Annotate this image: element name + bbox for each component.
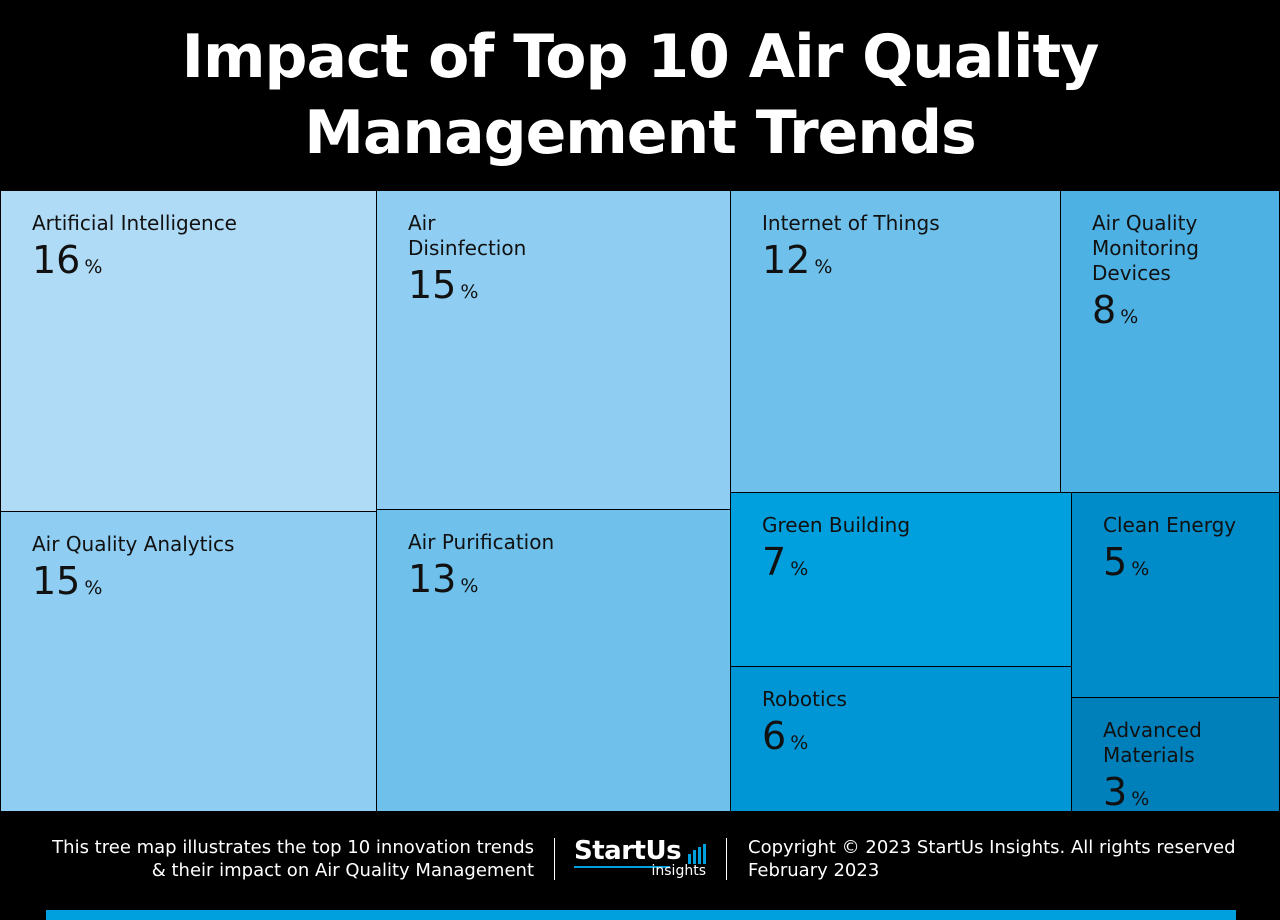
treemap-tile: Air Purification 13%: [376, 509, 731, 812]
tile-value-number: 6: [762, 714, 787, 758]
tile-value: 13%: [408, 557, 730, 608]
tile-value-number: 8: [1092, 288, 1117, 332]
title-line-2: Management Trends: [304, 98, 977, 168]
footer-divider-left: [554, 838, 555, 880]
tile-value-number: 16: [32, 238, 81, 282]
tile-value-number: 12: [762, 238, 811, 282]
tile-value: 16%: [32, 238, 376, 289]
logo-wordmark: StartUs: [574, 836, 682, 866]
treemap-tile: Air Disinfection 15%: [376, 190, 731, 510]
title-line-1: Impact of Top 10 Air Quality: [181, 22, 1100, 92]
tile-value: 8%: [1092, 288, 1279, 339]
tile-value-number: 13: [408, 557, 457, 601]
tile-label: Air Quality Monitoring Devices: [1092, 211, 1199, 285]
tile-value-unit: %: [1131, 558, 1150, 580]
tile-label: Internet of Things: [762, 211, 940, 235]
tile-value: 5%: [1103, 540, 1279, 591]
treemap-tile: Artificial Intelligence 16%: [0, 190, 377, 512]
tile-value-number: 7: [762, 540, 787, 584]
tile-value: 12%: [762, 238, 1060, 289]
tile-value-number: 15: [32, 559, 81, 603]
tile-label: Air Quality Analytics: [32, 532, 235, 556]
tile-value: 6%: [762, 714, 1071, 765]
treemap-tile: Advanced Materials 3%: [1071, 697, 1280, 812]
treemap-tile: Robotics 6%: [730, 666, 1072, 812]
publish-date: February 2023: [748, 860, 880, 881]
tile-value-number: 5: [1103, 540, 1128, 584]
tile-value-unit: %: [84, 256, 103, 278]
tile-label: Clean Energy: [1103, 513, 1237, 537]
tile-value-number: 3: [1103, 770, 1128, 812]
footer-divider-right: [726, 838, 727, 880]
copyright-text: Copyright © 2023 StartUs Insights. All r…: [748, 837, 1236, 858]
treemap-tile: Clean Energy 5%: [1071, 492, 1280, 698]
tile-value-unit: %: [790, 558, 809, 580]
treemap-tile: Air Quality Analytics 15%: [0, 511, 377, 812]
chart-title: Impact of Top 10 Air Quality Management …: [181, 19, 1100, 171]
treemap-tile: Green Building 7%: [730, 492, 1072, 667]
accent-bar: [46, 910, 1236, 920]
tile-label: Air Purification: [408, 530, 555, 554]
tile-value-unit: %: [790, 732, 809, 754]
tile-value-unit: %: [1131, 788, 1150, 810]
footer-description: This tree map illustrates the top 10 inn…: [14, 836, 534, 882]
footer: This tree map illustrates the top 10 inn…: [0, 812, 1280, 910]
tile-value: 15%: [408, 263, 730, 314]
tile-label: Robotics: [762, 687, 847, 711]
tile-label: Advanced Materials: [1103, 718, 1202, 767]
tile-label: Green Building: [762, 513, 911, 537]
description-line-1: This tree map illustrates the top 10 inn…: [52, 837, 534, 858]
tile-label: Air Disinfection: [408, 211, 527, 260]
tile-value-unit: %: [84, 577, 103, 599]
tile-value-unit: %: [814, 256, 833, 278]
tile-value-number: 15: [408, 263, 457, 307]
logo-underline: [574, 866, 670, 868]
tile-value: 7%: [762, 540, 1071, 591]
logo-subtitle: insights: [651, 863, 707, 879]
startus-logo: StartUs insights: [574, 836, 708, 882]
tile-value: 3%: [1103, 770, 1279, 812]
treemap-tile: Internet of Things 12%: [730, 190, 1061, 493]
tile-value-unit: %: [1120, 306, 1139, 328]
tile-label: Artificial Intelligence: [32, 211, 237, 235]
tile-value-unit: %: [460, 575, 479, 597]
treemap-tile: Air Quality Monitoring Devices 8%: [1060, 190, 1280, 493]
description-line-2: & their impact on Air Quality Management: [151, 860, 534, 881]
treemap: Artificial Intelligence 16% Air Quality An…: [0, 190, 1280, 812]
tile-value: 15%: [32, 559, 376, 610]
bar-chart-icon: [688, 844, 706, 864]
footer-copyright-block: Copyright © 2023 StartUs Insights. All r…: [748, 836, 1236, 882]
tile-value-unit: %: [460, 281, 479, 303]
header: Impact of Top 10 Air Quality Management …: [0, 0, 1280, 190]
